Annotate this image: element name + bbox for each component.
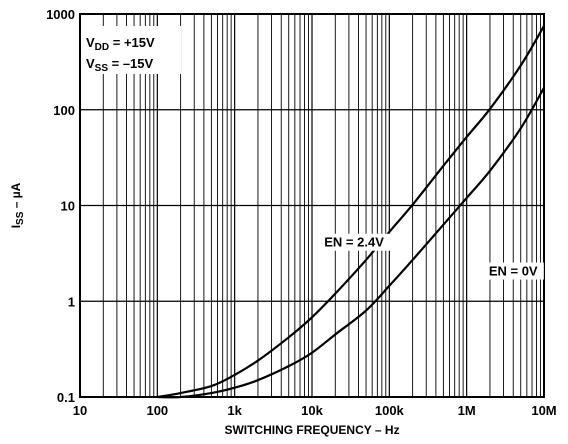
y-tick-labels: 0.1 1 10 100 1000 xyxy=(46,7,75,405)
y-tick-label: 1000 xyxy=(46,7,75,22)
x-tick-label: 10 xyxy=(73,403,87,418)
plot-frame xyxy=(79,13,545,398)
vdd-rest: = +15V xyxy=(109,35,155,50)
x-tick-labels: 10 100 1k 10k 100k 1M 10M xyxy=(73,403,557,418)
y-tick-label: 1 xyxy=(68,294,75,309)
x-tick-label: 100 xyxy=(146,403,168,418)
y-axis-label-sub: SS xyxy=(15,211,26,225)
series-label-background xyxy=(315,233,393,251)
x-tick-label: 1k xyxy=(227,403,242,418)
vdd-annotation: VDD = +15V xyxy=(86,35,155,53)
vss-rest: = –15V xyxy=(108,56,154,71)
vss-sub: SS xyxy=(95,63,109,74)
y-tick-label: 100 xyxy=(53,103,75,118)
vss-annotation: VSS = –15V xyxy=(86,56,154,74)
x-tick-label: 10k xyxy=(301,403,323,418)
series-line-1 xyxy=(157,25,545,399)
x-tick-label: 10M xyxy=(531,403,556,418)
series-line-2 xyxy=(157,87,545,399)
y-axis-label-main: I xyxy=(9,225,23,228)
series-layer: EN = 2.4V EN = 0V xyxy=(157,25,545,399)
x-axis-label: SWITCHING FREQUENCY – Hz xyxy=(224,423,399,437)
x-tick-label: 1M xyxy=(458,403,476,418)
y-axis-label: ISS – µA xyxy=(9,182,26,228)
vdd-sub: DD xyxy=(95,42,109,53)
series-label-1: EN = 2.4V xyxy=(324,235,384,250)
y-tick-label: 0.1 xyxy=(57,390,75,405)
condition-annotation-background xyxy=(83,26,181,74)
x-tick-label: 100k xyxy=(375,403,405,418)
y-tick-label: 10 xyxy=(61,199,75,214)
vss-main: V xyxy=(86,56,95,71)
y-axis-label-rest: – µA xyxy=(9,182,23,211)
vdd-main: V xyxy=(86,35,95,50)
series-label-2: EN = 0V xyxy=(489,264,538,279)
series-label-background xyxy=(482,262,544,280)
